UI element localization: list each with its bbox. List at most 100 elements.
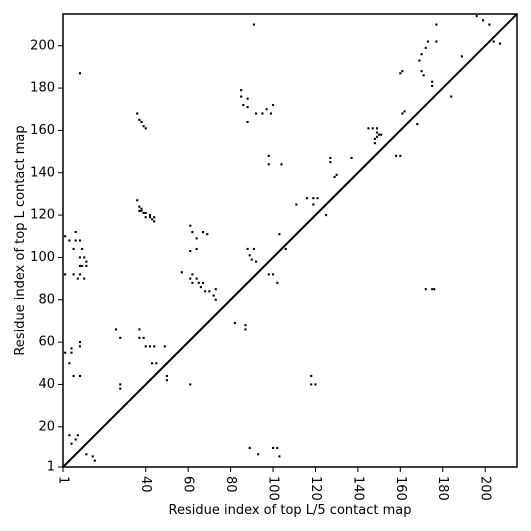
contact-point-lower [83,256,86,259]
contact-point-upper [418,59,421,62]
contact-point-lower [246,247,249,251]
contact-point-upper [435,40,438,43]
y-tick-label: 160 [30,123,55,138]
y-tick-label: 100 [30,250,55,265]
contact-point-lower [78,341,82,344]
contact-point-lower [244,328,247,331]
contact-point-upper [375,131,379,134]
contact-point-lower [78,239,82,242]
contact-point-lower [72,247,75,251]
contact-point-lower [248,254,251,257]
contact-point-lower [78,374,82,378]
x-tick-label: 200 [478,476,493,501]
contact-point-lower [278,455,281,458]
x-tick-label: 160 [393,476,408,501]
contact-point-lower [191,281,194,284]
contact-point-upper [420,53,423,56]
contact-point-upper [246,120,249,124]
contact-point-lower [151,218,154,221]
contact-point-lower [195,247,198,251]
contact-point-lower [212,294,215,297]
contact-point-lower [93,459,96,462]
contact-point-upper [416,123,419,126]
contact-point-lower [64,351,67,354]
contact-point-lower [148,345,152,348]
contact-point-upper [267,154,270,157]
contact-point-upper [401,112,404,115]
contact-point-upper [431,80,434,83]
contact-point-upper [140,120,143,124]
contact-point-lower [81,247,84,251]
contact-point-upper [246,106,249,109]
contact-point-upper [482,19,485,22]
y-tick-label: 120 [30,208,55,223]
x-tick-label: 100 [266,476,281,501]
contact-point-upper [367,127,370,130]
contact-point-upper [380,133,383,136]
y-tick-label: 80 [38,292,55,307]
contact-point-lower [163,345,166,348]
contact-point-lower [424,288,427,291]
contact-point-upper [373,137,376,140]
contact-point-lower [138,336,141,339]
contact-point-lower [310,383,313,386]
contact-point-lower [153,220,156,223]
contact-point-upper [422,74,425,77]
contact-point-upper [142,125,145,128]
contact-point-upper [329,156,332,159]
contact-point-lower [189,224,192,227]
contact-point-lower [257,453,260,456]
contact-point-lower [81,264,84,267]
contact-point-lower [68,434,71,437]
contact-point-upper [475,15,478,18]
contact-point-lower [119,387,122,390]
contact-point-upper [378,133,381,136]
x-tick-label: 40 [138,476,153,493]
contact-point-upper [305,197,309,200]
contact-point-upper [280,163,283,166]
x-tick-label: 180 [435,476,450,501]
contact-point-lower [199,286,202,289]
contact-point-lower [252,247,255,251]
contact-point-lower [78,256,82,259]
contact-point-lower [70,442,73,445]
contact-point-upper [329,161,332,164]
x-tick-label: 60 [181,476,196,493]
contact-point-upper [335,173,338,176]
x-axis-ticks: 1 40 60 80 100 120 140 160 180 200 [56,467,493,501]
plot-frame [62,13,518,468]
contact-point-lower [276,281,279,284]
contact-point-lower [140,207,143,210]
contact-point-lower [85,260,88,263]
contact-point-lower [208,290,211,293]
contact-point-lower [74,438,77,441]
contact-point-upper [316,197,319,200]
contact-point-upper [138,118,141,121]
contact-point-upper [395,154,398,157]
contact-point-upper [240,89,243,92]
contact-point-lower [284,247,287,251]
y-tick-label: 180 [30,81,55,96]
x-tick-label: 1 [56,476,71,484]
y-tick-label: 1 [47,460,55,475]
contact-point-upper [371,127,374,130]
contact-point-upper [373,142,376,145]
contact-point-lower [165,374,169,378]
contact-point-lower [195,237,198,240]
contact-point-upper [403,110,406,113]
contact-point-upper [399,72,402,75]
contact-point-lower [255,260,258,263]
contact-point-upper [350,156,353,159]
contact-point-lower [180,271,183,274]
contact-point-upper [426,40,429,43]
contact-point-upper [312,197,315,200]
contact-point-lower [64,235,67,238]
y-tick-label: 40 [38,377,55,392]
contact-point-lower [85,264,88,267]
contact-point-lower [197,281,200,284]
contact-point-upper [420,70,423,73]
contact-point-upper [242,103,245,107]
contact-point-lower [119,336,122,339]
contact-point-upper [450,95,453,98]
contact-point-lower [310,374,313,378]
